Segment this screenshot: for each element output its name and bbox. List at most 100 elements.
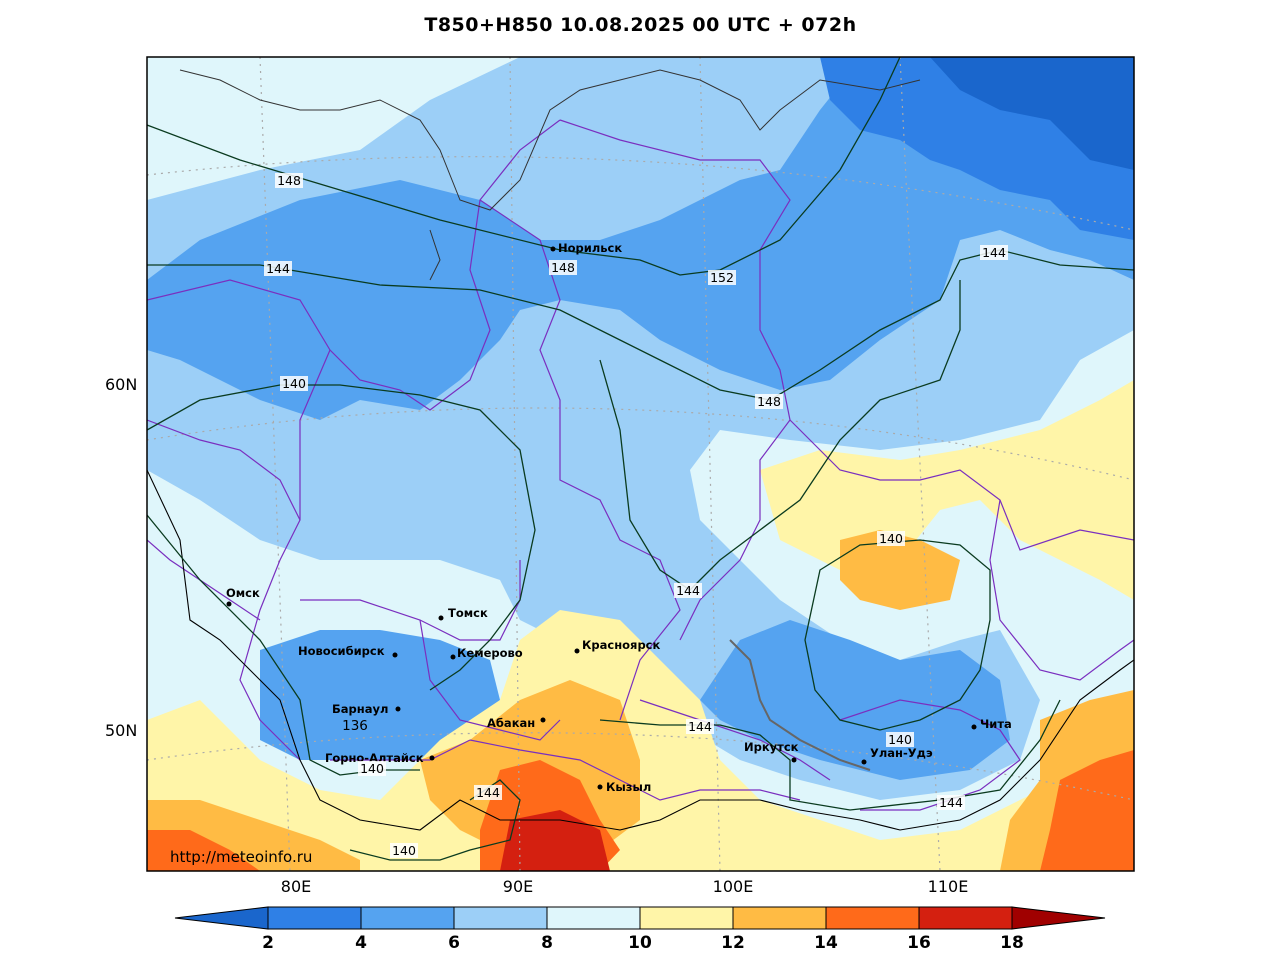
colorbar-tick-label: 18 — [1000, 933, 1024, 953]
lon-label-90e: 90E — [503, 877, 533, 896]
country-borders — [147, 469, 1134, 831]
city-dot — [597, 784, 603, 790]
contour-label: 144 — [937, 795, 965, 810]
colorbar-segment — [918, 906, 1013, 930]
colorbar-segment — [546, 906, 641, 930]
svg-text:144: 144 — [476, 785, 500, 800]
city-krasnoyarsk: Красноярск — [582, 638, 660, 652]
map-frame — [146, 56, 1135, 872]
colorbar-segment — [360, 906, 455, 930]
contour-label: 148 — [549, 260, 577, 275]
svg-text:148: 148 — [277, 173, 301, 188]
colorbar-tick-label: 4 — [355, 933, 367, 953]
field-4-6-south — [700, 620, 1010, 780]
colorbar-arrow-high — [1011, 906, 1106, 930]
city-novosibirsk: Новосибирск — [298, 644, 385, 658]
colorbar-tick-label: 10 — [628, 933, 652, 953]
colorbar-tick-label: 14 — [814, 933, 838, 953]
colorbar-segment — [732, 906, 827, 930]
contour-label: 144 — [474, 785, 502, 800]
city-dot — [395, 706, 401, 712]
city-tomsk: Томск — [448, 606, 488, 620]
city-dot — [791, 757, 797, 763]
contour-label: 140 — [877, 531, 905, 546]
field-4-6-sw — [260, 630, 500, 760]
city-ulan-ude: Улан-Удэ — [870, 746, 933, 760]
svg-text:144: 144 — [676, 583, 700, 598]
lon-label-80e: 80E — [281, 877, 311, 896]
contour-label: 140 — [280, 376, 308, 391]
contour-label: 140 — [358, 761, 386, 776]
contour-label: 144 — [980, 245, 1008, 260]
svg-text:140: 140 — [360, 761, 384, 776]
contour-label: 148 — [755, 394, 783, 409]
svg-text:140: 140 — [392, 843, 416, 858]
svg-text:140: 140 — [879, 531, 903, 546]
city-kemerovo: Кемерово — [457, 646, 523, 660]
city-dot — [971, 724, 977, 730]
lon-label-100e: 100E — [713, 877, 754, 896]
city-dot — [392, 652, 398, 658]
city-abakan: Абакан — [487, 716, 535, 730]
chart-title: T850+H850 10.08.2025 00 UTC + 072h — [424, 14, 857, 36]
svg-text:144: 144 — [266, 261, 290, 276]
field-14-16-sw — [147, 830, 260, 871]
svg-text:140: 140 — [888, 732, 912, 747]
colorbar-arrow-low — [174, 906, 269, 930]
colorbar-tick-label: 8 — [541, 933, 553, 953]
svg-text:140: 140 — [282, 376, 306, 391]
lon-label-110e: 110E — [928, 877, 969, 896]
contour-label: 136 — [342, 718, 368, 734]
svg-text:148: 148 — [757, 394, 781, 409]
colorbar-tick-label: 12 — [721, 933, 745, 953]
city-dot — [450, 654, 456, 660]
city-omsk: Омск — [226, 586, 260, 600]
svg-text:136: 136 — [342, 718, 368, 734]
graticule — [147, 57, 1134, 871]
temperature-field — [147, 57, 1134, 871]
field-2-4-core — [930, 57, 1134, 170]
city-barnaul: Барнаул — [332, 702, 388, 716]
watermark: http://meteoinfo.ru — [170, 848, 312, 866]
city-dot — [438, 615, 444, 621]
contour-label: 140 — [886, 732, 914, 747]
field-10-12-south — [147, 610, 1134, 871]
field-12-14-east — [840, 530, 960, 610]
city-dot — [574, 648, 580, 654]
colorbar-segment — [267, 906, 362, 930]
lat-label-60n: 60N — [105, 375, 137, 394]
city-gorno-altaisk: Горно-Алтайск — [325, 751, 424, 765]
city-dot — [861, 759, 867, 765]
field-16-18 — [500, 810, 610, 871]
city-dot — [429, 755, 435, 761]
city-markers: Норильск Омск Томск Новосибирск Кемерово… — [226, 241, 1012, 794]
colorbar-segment — [453, 906, 548, 930]
colorbar-segment — [639, 906, 734, 930]
lake-baikal — [729, 639, 871, 771]
svg-text:144: 144 — [982, 245, 1006, 260]
contour-label: 144 — [686, 719, 714, 734]
city-kyzyl: Кызыл — [606, 780, 651, 794]
field-4-6 — [147, 57, 1134, 420]
city-norilsk: Норильск — [558, 241, 622, 255]
contour-label: 144 — [264, 261, 292, 276]
colorbar-tick-label: 6 — [448, 933, 460, 953]
contour-label: 140 — [390, 843, 418, 858]
svg-text:148: 148 — [551, 260, 575, 275]
city-dot — [540, 717, 546, 723]
contour-label: 148 — [275, 173, 303, 188]
svg-text:152: 152 — [710, 270, 734, 285]
colorbar: 2 4 6 8 10 12 14 16 18 — [174, 906, 1106, 953]
svg-text:144: 144 — [688, 719, 712, 734]
axis-labels: 60N 50N 80E 90E 100E 110E — [105, 375, 968, 896]
colorbar-segment — [825, 906, 920, 930]
contour-labels: 148 144 148 152 144 140 148 140 144 144 … — [264, 173, 1008, 858]
coastlines — [179, 69, 921, 281]
field-14-16-se — [1040, 750, 1134, 871]
colorbar-tick-label: 16 — [907, 933, 931, 953]
lat-label-50n: 50N — [105, 721, 137, 740]
colorbar-tick-label: 2 — [262, 933, 274, 953]
contour-label: 152 — [708, 270, 736, 285]
city-dot — [226, 601, 232, 607]
